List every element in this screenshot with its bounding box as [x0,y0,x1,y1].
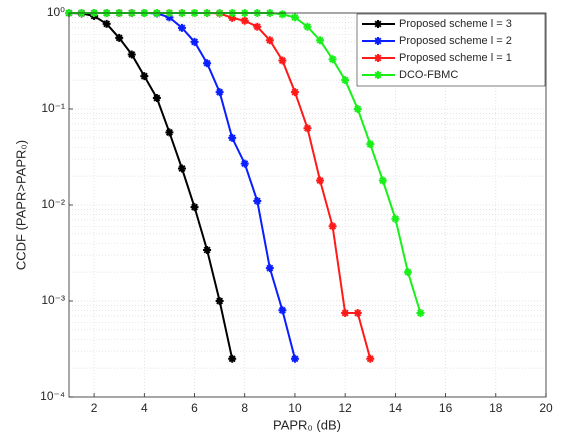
x-tick-label: 2 [91,401,98,415]
marker [378,176,387,185]
marker [177,164,186,173]
legend-marker [374,71,382,79]
marker [341,308,350,317]
marker [290,354,299,363]
marker [115,33,124,42]
marker [316,36,325,45]
marker [190,37,199,46]
marker [290,88,299,97]
marker [391,214,400,223]
marker [215,297,224,305]
marker [353,105,362,113]
x-tick-label: 14 [389,401,403,415]
marker [265,264,274,273]
legend-marker [374,37,382,45]
x-axis-label: PAPR₀ (dB) [273,417,341,432]
legend: Proposed scheme l = 3 Proposed scheme l =… [356,13,546,87]
marker [203,245,212,254]
x-tick-label: 4 [141,401,148,415]
marker [215,88,224,97]
marker [303,22,312,31]
marker [240,159,249,168]
marker [127,50,136,59]
marker [328,55,337,64]
marker [303,124,312,133]
legend-label: DCO-FBMC [399,69,458,81]
y-tick-label: 10⁻³ [41,293,65,307]
marker [228,133,237,142]
legend-marker [374,20,382,28]
x-tick-label: 18 [489,401,503,415]
legend-label: Proposed scheme l = 2 [399,35,512,47]
marker [253,197,262,206]
marker [190,203,199,212]
x-tick-label: 12 [338,401,352,415]
marker [102,19,111,28]
marker [228,354,237,363]
marker [152,94,161,103]
x-tick-label: 10 [288,401,302,415]
marker [278,10,287,19]
marker [228,13,237,22]
marker [177,23,186,32]
marker [316,176,325,185]
marker [140,72,149,81]
marker [328,222,337,231]
marker [203,59,212,68]
marker [403,268,412,277]
marker [341,76,350,85]
marker [278,56,287,65]
x-tick-label: 6 [191,401,198,415]
y-axis-label: CCDF (PAPR>PAPR₀) [13,140,28,270]
marker [278,306,287,315]
y-tick-label: 10⁻² [41,197,65,211]
y-tick-label: 10⁰ [47,5,65,19]
x-tick-label: 16 [439,401,453,415]
marker [290,13,299,22]
marker [366,140,375,149]
marker [265,36,274,45]
x-tick-label: 20 [539,401,553,415]
marker [253,22,262,31]
axes-frame [68,12,547,398]
legend-label: Proposed scheme l = 3 [399,18,512,30]
legend-label: Proposed scheme l = 1 [399,52,512,64]
marker [353,308,362,317]
marker [416,308,425,317]
y-tick-label: 10⁻¹ [41,101,65,115]
legend-marker [374,54,382,62]
marker [240,16,249,25]
marker [165,13,174,22]
marker [366,354,375,363]
x-tick-label: 8 [241,401,248,415]
y-tick-label: 10⁻⁴ [40,389,65,403]
marker [165,128,174,137]
